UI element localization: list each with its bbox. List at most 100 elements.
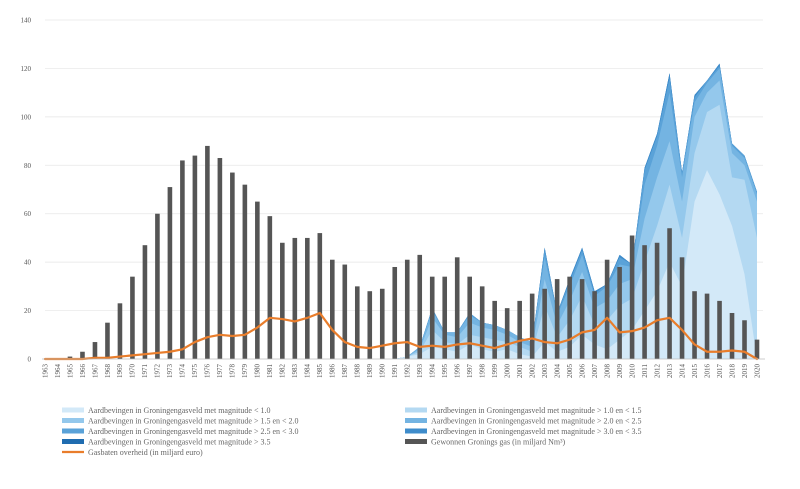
x-tick-label: 1994	[429, 364, 437, 379]
x-tick-label: 1976	[204, 364, 212, 379]
gas-bar	[92, 342, 98, 359]
y-tick-label: 60	[24, 210, 32, 218]
gas-bar	[155, 213, 160, 359]
x-tick-label: 1991	[391, 364, 399, 379]
gas-bar	[617, 266, 622, 359]
x-tick-label: 1987	[341, 364, 349, 379]
gas-bar	[567, 276, 572, 359]
gas-bar	[529, 293, 535, 359]
x-tick-label: 2001	[516, 364, 524, 379]
gas-bar	[517, 300, 522, 359]
gridlines	[45, 19, 763, 311]
gas-bar	[142, 245, 148, 359]
gas-revenue-line	[43, 311, 759, 361]
gas-bar	[367, 291, 373, 359]
legend: Aardbevingen in Groningengasveld met mag…	[62, 406, 642, 457]
gas-bar	[642, 245, 647, 359]
x-tick-label: 2000	[503, 364, 511, 379]
legend-swatch	[62, 439, 84, 444]
gas-bar	[255, 201, 260, 359]
x-tick-label: 2011	[641, 364, 649, 378]
y-tick-label: 0	[28, 356, 32, 364]
x-tick-label: 1997	[466, 364, 474, 379]
gas-bar	[242, 184, 248, 359]
x-tick-label: 1979	[241, 364, 249, 379]
x-tick-label: 1986	[329, 364, 337, 379]
x-tick-label: 2009	[616, 364, 624, 379]
x-tick-label: 1968	[104, 364, 112, 379]
gas-bar	[167, 187, 173, 359]
gas-bar	[354, 286, 360, 359]
legend-label: Aardbevingen in Groningengasveld met mag…	[431, 427, 642, 436]
gas-bar	[742, 320, 747, 359]
x-tick-label: 1980	[254, 364, 262, 379]
legend-label: Gewonnen Gronings gas (in miljard Nm³)	[431, 438, 565, 447]
gas-bar	[292, 237, 298, 359]
gas-bar	[80, 351, 85, 359]
gas-bar	[754, 339, 760, 359]
y-axis-ticks: 0 20 40 60 80 100 120 140	[21, 17, 32, 364]
x-tick-label: 1985	[316, 364, 324, 379]
x-tick-label: 2010	[628, 364, 636, 379]
gas-bar	[667, 228, 672, 359]
gas-bar	[554, 279, 560, 359]
x-tick-label: 2004	[553, 364, 561, 379]
x-tick-label: 1982	[279, 364, 287, 379]
gas-bar	[392, 266, 398, 359]
x-tick-label: 1978	[229, 364, 237, 379]
x-tick-label: 2008	[603, 364, 611, 379]
legend-label: Aardbevingen in Groningengasveld met mag…	[88, 406, 270, 415]
gas-bar	[217, 158, 223, 359]
x-tick-label: 1971	[141, 364, 149, 379]
y-tick-label: 40	[24, 259, 32, 267]
legend-label: Aardbevingen in Groningengasveld met mag…	[431, 406, 642, 415]
gas-bar	[692, 291, 697, 359]
x-tick-label: 1964	[54, 364, 62, 379]
legend-label: Aardbevingen in Groningengasveld met mag…	[431, 417, 642, 426]
x-tick-label: 2006	[578, 364, 586, 379]
gas-bar	[704, 293, 710, 359]
gas-bar	[479, 286, 485, 359]
x-tick-label: 2002	[528, 364, 536, 379]
x-tick-label: 1972	[154, 364, 162, 379]
x-tick-label: 1990	[379, 364, 387, 379]
gas-bar	[205, 145, 210, 359]
legend-swatch	[405, 439, 427, 444]
gas-bar	[542, 288, 547, 359]
legend-swatch	[62, 428, 84, 434]
gas-bar	[467, 276, 472, 359]
gas-bar	[679, 257, 685, 359]
x-tick-label: 1992	[404, 364, 412, 379]
x-tick-label: 1989	[366, 364, 374, 379]
gas-bar	[117, 303, 123, 359]
gas-bar	[317, 233, 323, 359]
x-tick-label: 1999	[491, 364, 499, 379]
x-tick-label: 2007	[591, 364, 599, 379]
gas-bar	[130, 276, 135, 359]
earthquake-area	[45, 80, 757, 359]
legend-swatch	[62, 407, 84, 413]
x-tick-label: 1969	[116, 364, 124, 379]
gas-bar	[379, 288, 385, 359]
x-tick-label: 1981	[266, 364, 274, 379]
gas-bar	[192, 155, 198, 359]
x-tick-label: 1966	[79, 364, 87, 379]
gas-bar	[67, 356, 73, 359]
gas-revenue-series-line	[43, 311, 759, 361]
x-tick-label: 1973	[166, 364, 174, 379]
legend-label: Aardbevingen in Groningengasveld met mag…	[88, 427, 299, 436]
x-tick-label: 1998	[478, 364, 486, 379]
x-tick-label: 2005	[566, 364, 574, 379]
gas-bar	[492, 300, 497, 359]
legend-swatch	[405, 407, 427, 413]
gas-bar	[579, 279, 585, 359]
gas-bar	[267, 216, 273, 359]
y-tick-label: 120	[21, 65, 32, 73]
gas-bar	[404, 259, 410, 359]
x-tick-label: 2017	[716, 364, 724, 379]
x-tick-label: 1995	[441, 364, 449, 379]
gas-bar	[417, 254, 423, 359]
gas-bar	[717, 300, 722, 359]
y-tick-label: 80	[24, 162, 32, 170]
x-axis-ticks: 1963 1964 1965 1966 1967 1968 1969 1970 1971 1972…	[41, 364, 761, 379]
